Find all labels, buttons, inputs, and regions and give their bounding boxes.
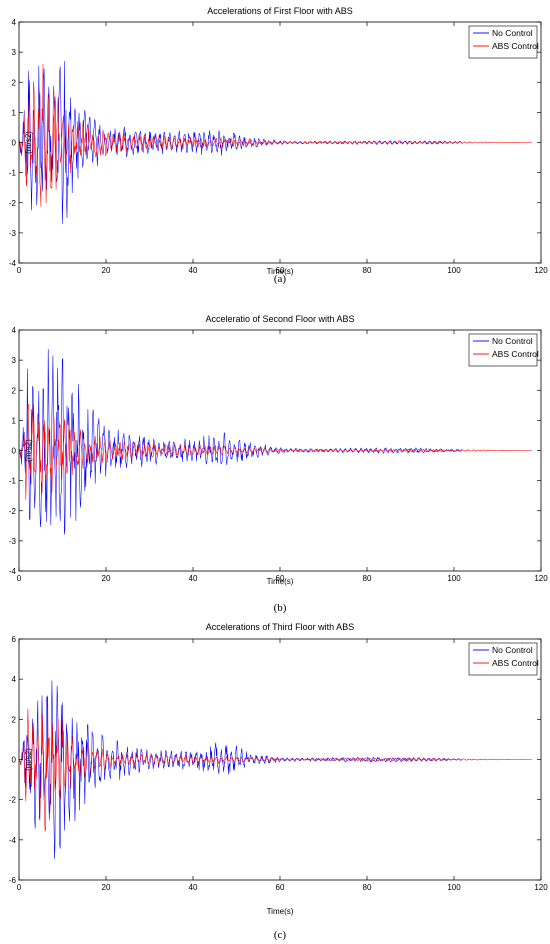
x-tick-label: 20 (102, 266, 111, 275)
x-tick-label: 20 (102, 883, 111, 892)
x-tick-label: 80 (363, 574, 372, 583)
y-tick-label: 4 (12, 675, 17, 684)
y-axis-label: (m/s2) (24, 131, 33, 154)
y-tick-label: -4 (9, 836, 17, 845)
x-tick-label: 0 (17, 883, 22, 892)
y-tick-label: -6 (9, 876, 17, 885)
x-axis-label: Time(s) (267, 267, 294, 276)
figure-caption: (a) (274, 273, 287, 285)
figure-caption: (c) (274, 929, 287, 941)
series-line-no-control (18, 680, 463, 860)
legend-box (468, 25, 538, 59)
y-tick-label: 1 (12, 108, 17, 117)
y-tick-label: -1 (9, 477, 17, 486)
legend-label: No Control (492, 28, 533, 38)
y-tick-label: -2 (9, 507, 17, 516)
y-tick-label: 6 (12, 635, 17, 644)
x-tick-label: 80 (363, 266, 372, 275)
x-tick-label: 60 (276, 266, 285, 275)
y-tick-label: -4 (9, 259, 17, 268)
legend-label: No Control (492, 645, 533, 655)
chart-title: Accelerations of Third Floor with ABS (206, 622, 354, 632)
figure-caption: (b) (274, 602, 287, 614)
y-tick-label: -3 (9, 537, 17, 546)
x-tick-label: 0 (17, 266, 22, 275)
y-tick-label: 0 (12, 756, 17, 765)
series-line-abs-control (18, 403, 533, 500)
x-tick-label: 120 (534, 574, 548, 583)
legend-label: ABS Control (492, 658, 539, 668)
x-tick-label: 100 (447, 883, 461, 892)
y-tick-label: -3 (9, 229, 17, 238)
y-tick-label: 1 (12, 416, 17, 425)
y-tick-label: 2 (12, 715, 17, 724)
y-tick-label: -2 (9, 796, 17, 805)
series-line-no-control (18, 348, 463, 535)
legend: No Control ABS Control (468, 642, 539, 676)
x-tick-label: 60 (276, 574, 285, 583)
x-axis-label: Time(s) (267, 577, 294, 586)
y-tick-label: 2 (12, 78, 17, 87)
y-tick-label: -1 (9, 169, 17, 178)
legend-box (468, 642, 538, 676)
x-tick-label: 20 (102, 574, 111, 583)
x-tick-label: 60 (276, 883, 285, 892)
x-axis-label: Time(s) (267, 907, 294, 916)
chart-title: Accelerations of First Floor with ABS (207, 6, 353, 16)
legend: No Control ABS Control (468, 25, 539, 59)
series-line-abs-control (18, 63, 533, 207)
x-tick-label: 120 (534, 266, 548, 275)
x-tick-label: 40 (189, 883, 198, 892)
y-tick-label: 4 (12, 326, 17, 335)
y-axis-label: (m/s2) (24, 439, 33, 462)
y-tick-label: 3 (12, 356, 17, 365)
legend-label: ABS Control (492, 41, 539, 51)
legend-label: No Control (492, 336, 533, 346)
x-tick-label: 120 (534, 883, 548, 892)
x-tick-label: 100 (447, 266, 461, 275)
y-tick-label: -2 (9, 199, 17, 208)
y-tick-label: 2 (12, 386, 17, 395)
x-tick-label: 80 (363, 883, 372, 892)
y-tick-label: 0 (12, 139, 17, 148)
series-line-abs-control (18, 695, 533, 832)
legend-label: ABS Control (492, 349, 539, 359)
legend-box (468, 333, 538, 367)
x-tick-label: 0 (17, 574, 22, 583)
chart-title: Acceleratio of Second Floor with ABS (205, 314, 354, 324)
y-tick-label: 3 (12, 48, 17, 57)
y-axis-label: (m/s2) (24, 748, 33, 771)
y-tick-label: -4 (9, 567, 17, 576)
legend: No Control ABS Control (468, 333, 539, 367)
x-tick-label: 40 (189, 266, 198, 275)
y-tick-label: 0 (12, 447, 17, 456)
x-tick-label: 40 (189, 574, 198, 583)
x-tick-label: 100 (447, 574, 461, 583)
y-tick-label: 4 (12, 18, 17, 27)
